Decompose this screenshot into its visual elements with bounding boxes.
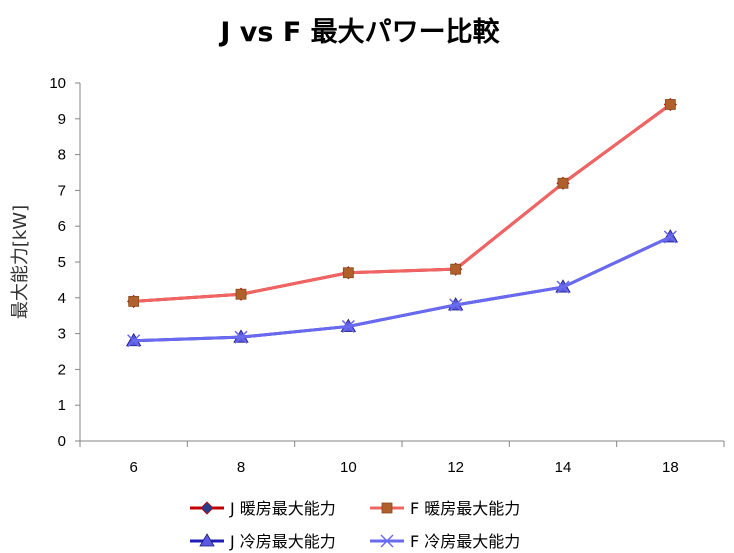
legend-swatch-marker — [199, 533, 215, 547]
legend-label: F 冷房最大能力 — [410, 532, 520, 551]
y-tick-label: 6 — [58, 218, 66, 235]
data-point — [341, 319, 355, 333]
chart-title: J vs F 最大パワー比較 — [218, 16, 500, 48]
legend-swatch-marker — [200, 501, 214, 515]
legend-item-2: F 暖房最大能力 — [370, 499, 520, 518]
legend-item-4: F 冷房最大能力 — [370, 532, 520, 551]
data-point — [234, 330, 248, 344]
data-point — [128, 295, 140, 307]
data-point — [342, 267, 354, 279]
data-point — [556, 280, 570, 294]
y-tick-label: 5 — [58, 254, 66, 271]
x-tick-label: 18 — [662, 459, 679, 476]
data-point — [235, 288, 247, 300]
legend-item-3: J 冷房最大能力 — [190, 532, 336, 551]
y-axis-label: 最大能力[kW] — [10, 205, 31, 319]
y-tick-label: 3 — [58, 326, 66, 343]
data-point — [664, 99, 676, 110]
series-3 — [125, 229, 679, 347]
legend-label: J 冷房最大能力 — [229, 532, 336, 551]
y-tick-label: 2 — [58, 361, 66, 378]
legend-label: F 暖房最大能力 — [410, 499, 520, 518]
series-line — [133, 103, 672, 303]
data-point — [450, 263, 462, 275]
series-2 — [128, 99, 676, 307]
y-tick-label: 9 — [58, 111, 66, 128]
legend-swatch-marker — [380, 534, 394, 548]
series-layer — [125, 97, 679, 348]
legend-label: J 暖房最大能力 — [229, 499, 336, 518]
x-tick-label: 6 — [129, 459, 137, 476]
data-point — [127, 334, 141, 348]
series-1 — [127, 97, 677, 308]
data-point — [557, 177, 569, 189]
series-4 — [127, 230, 677, 348]
legend-item-1: J 暖房最大能力 — [190, 499, 336, 518]
x-tick-label: 14 — [555, 459, 572, 476]
data-point — [449, 298, 463, 312]
series-line — [133, 235, 671, 343]
y-tick-label: 1 — [58, 397, 66, 414]
y-tick-label: 10 — [49, 75, 66, 92]
y-tick-label: 7 — [58, 182, 66, 199]
x-tick-label: 10 — [340, 459, 357, 476]
y-tick-label: 8 — [58, 147, 66, 164]
y-tick-label: 0 — [58, 433, 66, 450]
series-line — [133, 235, 671, 343]
legend: J 暖房最大能力 F 暖房最大能力 J 冷房最大能力 F 冷房最大能力 — [190, 499, 520, 551]
legend-swatch-marker — [381, 502, 393, 514]
x-tick-label: 12 — [447, 459, 464, 476]
x-tick-label: 8 — [237, 459, 245, 476]
data-point — [663, 230, 677, 244]
y-tick-label: 4 — [58, 290, 66, 307]
